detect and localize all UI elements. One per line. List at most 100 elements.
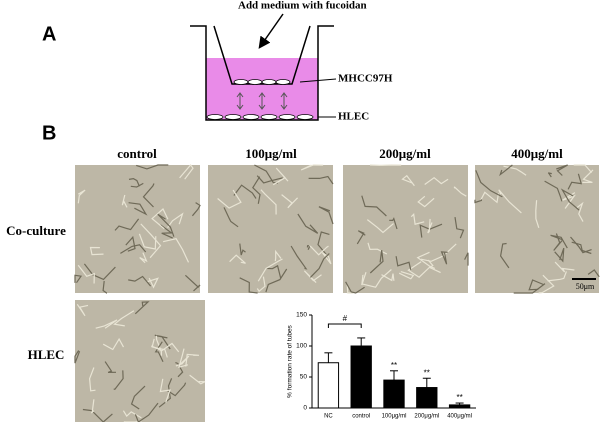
cell-texture: [499, 164, 513, 177]
cell-texture: [498, 189, 522, 214]
row-label: Co-culture: [6, 223, 66, 238]
cell-texture: [136, 164, 169, 170]
y-tick-label: 50: [300, 374, 308, 381]
cell-texture: [191, 202, 201, 217]
cell-texture: [547, 172, 552, 178]
cell-texture: [113, 370, 124, 390]
cell-texture: [499, 242, 510, 269]
cell-texture: [166, 382, 187, 397]
cell-texture: [410, 213, 425, 225]
cell-texture: [134, 301, 150, 315]
cell-texture: [256, 175, 283, 184]
x-tick-label: 100μg/ml: [382, 414, 407, 420]
cell-texture: [398, 271, 415, 280]
micrograph-background: [343, 165, 468, 293]
annotation: **: [391, 361, 397, 370]
bar-chart: 0 50 100 150% formation rate of tubes NC cont…: [287, 312, 476, 420]
cell-texture: [83, 263, 116, 281]
y-tick-label: 150: [296, 312, 307, 319]
column-header: 400μg/ml: [511, 146, 563, 161]
cell-texture: [76, 303, 89, 317]
annotation: **: [456, 393, 462, 402]
cell-texture: [88, 367, 96, 392]
cell-texture: [362, 269, 392, 288]
cell-texture: [318, 206, 334, 225]
cell-texture: [554, 261, 575, 273]
cell-texture: [178, 348, 189, 369]
cell-texture: [573, 164, 593, 173]
cell-texture: [130, 182, 144, 188]
cell-texture: [297, 213, 319, 234]
cell-texture: [159, 378, 171, 403]
cell-texture: [309, 253, 330, 278]
cell-texture: [139, 252, 148, 264]
cell-texture: [104, 361, 117, 373]
cell-texture: [401, 174, 415, 187]
cell-texture: [427, 218, 433, 234]
cell-texture: [175, 362, 184, 378]
cell-texture: [189, 374, 206, 385]
annotation: #: [343, 314, 348, 323]
column-header: 100μg/ml: [245, 146, 297, 161]
cell-texture: [356, 230, 366, 245]
cell-texture: [567, 173, 583, 190]
cell-texture: [417, 195, 435, 208]
cell-texture: [440, 251, 448, 265]
cell-texture: [74, 350, 81, 364]
cell-texture: [265, 268, 288, 293]
cell-texture: [95, 319, 118, 329]
bar: [416, 387, 438, 409]
cell-texture: [184, 274, 201, 292]
cell-texture: [274, 249, 282, 262]
significance-bracket: [327, 323, 362, 328]
cell-texture: [167, 212, 184, 228]
cell-texture: [290, 245, 308, 270]
cell-texture: [513, 283, 546, 294]
x-tick-label: 400μg/ml: [447, 414, 472, 420]
micrograph: [208, 164, 334, 294]
cell-texture: [366, 219, 394, 234]
micrograph: [343, 164, 469, 294]
bar: [350, 345, 372, 409]
transwell-diagram: [190, 13, 337, 121]
cell-texture: [550, 234, 568, 249]
cell-texture: [535, 200, 540, 228]
row-label: HLEC: [28, 347, 65, 362]
cell-texture: [306, 245, 311, 250]
cell-texture: [266, 264, 282, 279]
cell-texture: [345, 281, 365, 294]
cell-label: HLEC: [338, 111, 369, 123]
cell-texture: [281, 194, 299, 209]
cell-texture: [407, 261, 432, 278]
y-tick-label: 100: [296, 343, 307, 350]
cell-texture: [239, 277, 258, 294]
cell-texture: [217, 189, 242, 209]
cell-texture: [454, 217, 465, 239]
cell-texture: [474, 199, 482, 204]
cell-texture: [120, 244, 147, 254]
cell-texture: [419, 223, 443, 238]
cell-texture: [113, 310, 135, 327]
cell-texture: [553, 233, 563, 251]
cell-texture: [130, 385, 146, 410]
cell-texture: [389, 217, 398, 230]
cell-texture: [576, 201, 584, 222]
cell-texture: [128, 275, 152, 287]
cell-texture: [260, 189, 277, 215]
cell-texture: [90, 399, 95, 414]
cell-texture: [121, 194, 128, 208]
cell-texture: [162, 238, 190, 263]
cell-texture: [464, 252, 469, 266]
micrograph: [474, 164, 600, 294]
cell-texture: [560, 188, 580, 211]
x-tick-label: 200μg/ml: [414, 414, 439, 420]
y-tick-label: 0: [303, 405, 307, 412]
cell-label: MHCC97H: [338, 73, 393, 85]
cell-texture: [239, 243, 246, 256]
cell-texture: [77, 189, 86, 204]
cell-texture: [453, 186, 467, 197]
cell-texture: [125, 235, 136, 252]
cell-texture: [300, 164, 324, 171]
cell-texture: [272, 167, 289, 186]
cell-texture: [381, 273, 395, 282]
